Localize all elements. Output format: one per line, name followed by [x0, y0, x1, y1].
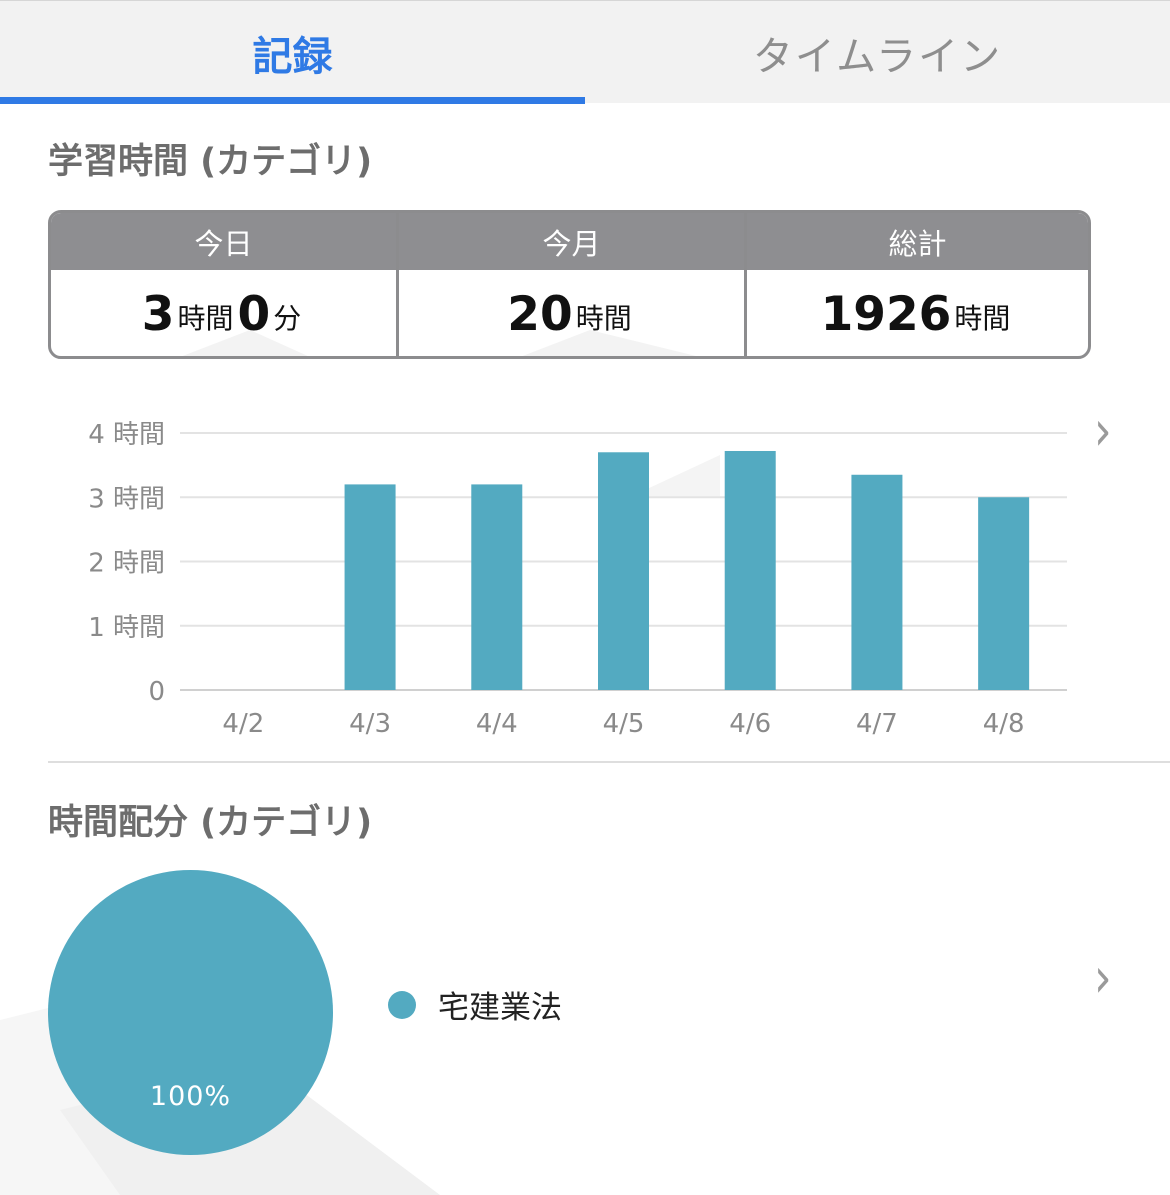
- legend-label: 宅建業法: [438, 990, 562, 1026]
- x-tick-label: 4/7: [856, 709, 898, 739]
- legend-item: 宅建業法: [388, 982, 562, 1027]
- study-time-title: 学習時間 (カテゴリ): [48, 142, 373, 182]
- legend-color-dot: [388, 990, 416, 1019]
- study-time-chart[interactable]: 4 時間 3 時間 2 時間 1 時間 0 4/2 4/3 4/4 4/5 4/6 4/7 4/8: [0, 390, 1170, 760]
- y-tick-label: 3 時間: [88, 484, 165, 514]
- y-tick-label: 2 時間: [88, 549, 165, 579]
- bar: [851, 474, 903, 690]
- y-tick-label: 4 時間: [88, 420, 165, 450]
- pie-chart[interactable]: 100%: [48, 870, 333, 1155]
- stat-value-today: 3 時間 0 分: [51, 270, 396, 356]
- tab-timeline[interactable]: タイムライン: [752, 33, 1003, 80]
- x-tick-label: 4/6: [729, 709, 771, 739]
- column-divider: [396, 213, 399, 356]
- time-distribution-title: 時間配分 (カテゴリ): [48, 803, 373, 843]
- today-hours-number: 3: [141, 287, 175, 342]
- stat-value-total: 1926 時間: [747, 270, 1088, 356]
- bar: [724, 450, 776, 690]
- total-hours-unit: 時間: [954, 301, 1011, 335]
- stat-header-total: 総計: [747, 213, 1088, 270]
- bar: [598, 452, 649, 690]
- column-divider: [744, 213, 747, 356]
- section-divider: [48, 761, 1170, 763]
- y-tick-label: 1 時間: [88, 613, 165, 643]
- bar-chart-svg: 4 時間 3 時間 2 時間 1 時間 0 4/2 4/3 4/4 4/5 4/6 4/7 4/8: [88, 420, 1067, 739]
- active-tab-indicator: [0, 97, 585, 104]
- x-tick-label: 4/4: [476, 709, 518, 739]
- y-tick-label: 0: [148, 677, 165, 707]
- tab-record[interactable]: 記録: [252, 33, 333, 80]
- stat-value-month: 20 時間: [399, 270, 744, 356]
- chevron-right-icon[interactable]: ›: [1094, 946, 1112, 1011]
- bar: [471, 484, 523, 690]
- x-tick-label: 4/2: [222, 709, 264, 739]
- stat-header-month: 今月: [399, 213, 744, 270]
- total-hours-number: 1926: [820, 287, 952, 342]
- tab-bar: 記録 タイムライン: [0, 0, 1170, 104]
- x-tick-label: 4/3: [349, 709, 391, 739]
- today-hours-unit: 時間: [177, 301, 234, 335]
- pie-percent-label: 100%: [149, 1081, 232, 1112]
- month-hours-number: 20: [507, 287, 573, 342]
- x-tick-label: 4/8: [983, 709, 1025, 739]
- stat-header-today: 今日: [51, 213, 396, 270]
- bar: [344, 484, 396, 690]
- today-minutes-unit: 分: [273, 301, 302, 335]
- chevron-right-icon[interactable]: ›: [1094, 399, 1112, 464]
- x-tick-label: 4/5: [603, 709, 645, 739]
- today-minutes-number: 0: [237, 287, 271, 342]
- month-hours-unit: 時間: [575, 301, 632, 335]
- stats-summary: 今日 今月 総計 3 時間 0 分 20 時間 1926 時間: [48, 210, 1091, 359]
- bar: [978, 497, 1030, 690]
